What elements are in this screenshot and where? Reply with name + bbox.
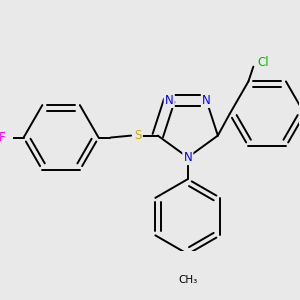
Text: Cl: Cl bbox=[257, 56, 269, 69]
Text: N: N bbox=[183, 151, 192, 164]
Text: S: S bbox=[134, 129, 142, 142]
Text: N: N bbox=[165, 94, 174, 107]
Text: N: N bbox=[202, 94, 211, 107]
Text: F: F bbox=[0, 131, 5, 144]
Text: CH₃: CH₃ bbox=[178, 275, 197, 285]
